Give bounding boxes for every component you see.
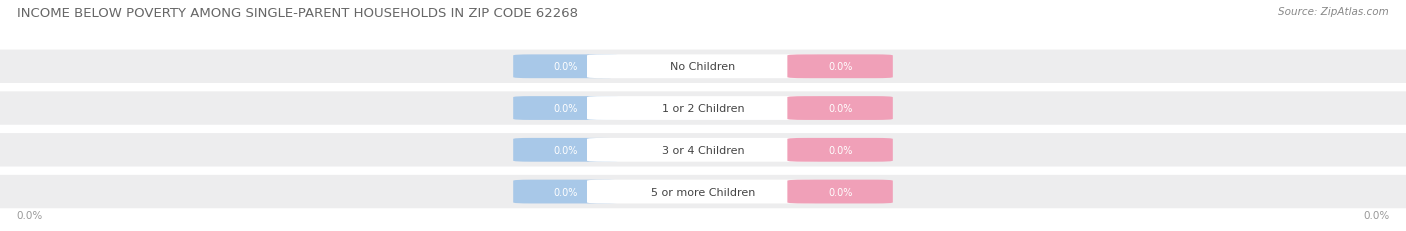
FancyBboxPatch shape — [787, 180, 893, 204]
Text: 0.0%: 0.0% — [828, 103, 852, 114]
FancyBboxPatch shape — [0, 50, 1406, 84]
Text: No Children: No Children — [671, 62, 735, 72]
Text: 0.0%: 0.0% — [17, 210, 44, 220]
Text: 0.0%: 0.0% — [828, 187, 852, 197]
FancyBboxPatch shape — [0, 92, 1406, 125]
FancyBboxPatch shape — [513, 138, 619, 162]
FancyBboxPatch shape — [588, 55, 818, 79]
FancyBboxPatch shape — [787, 55, 893, 79]
FancyBboxPatch shape — [588, 97, 818, 120]
Text: 5 or more Children: 5 or more Children — [651, 187, 755, 197]
Text: 1 or 2 Children: 1 or 2 Children — [662, 103, 744, 114]
Text: 0.0%: 0.0% — [828, 145, 852, 155]
FancyBboxPatch shape — [588, 138, 818, 162]
Text: 3 or 4 Children: 3 or 4 Children — [662, 145, 744, 155]
FancyBboxPatch shape — [513, 55, 619, 79]
FancyBboxPatch shape — [0, 175, 1406, 208]
Text: INCOME BELOW POVERTY AMONG SINGLE-PARENT HOUSEHOLDS IN ZIP CODE 62268: INCOME BELOW POVERTY AMONG SINGLE-PARENT… — [17, 7, 578, 20]
Text: 0.0%: 0.0% — [554, 187, 578, 197]
Text: 0.0%: 0.0% — [828, 62, 852, 72]
FancyBboxPatch shape — [513, 180, 619, 204]
FancyBboxPatch shape — [588, 180, 818, 204]
Text: 0.0%: 0.0% — [554, 103, 578, 114]
Text: 0.0%: 0.0% — [554, 145, 578, 155]
FancyBboxPatch shape — [787, 138, 893, 162]
Text: Source: ZipAtlas.com: Source: ZipAtlas.com — [1278, 7, 1389, 17]
Text: 0.0%: 0.0% — [554, 62, 578, 72]
FancyBboxPatch shape — [787, 97, 893, 120]
FancyBboxPatch shape — [513, 97, 619, 120]
FancyBboxPatch shape — [0, 134, 1406, 167]
Text: 0.0%: 0.0% — [1362, 210, 1389, 220]
